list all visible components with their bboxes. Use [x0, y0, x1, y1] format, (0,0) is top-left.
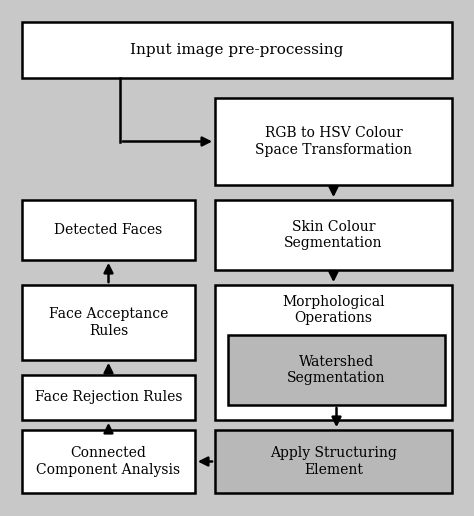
Text: Face Acceptance
Rules: Face Acceptance Rules [49, 308, 168, 337]
Bar [215, 285, 452, 420]
Bar [228, 335, 445, 405]
Bar [215, 430, 452, 493]
Bar [22, 430, 195, 493]
Text: Watershed
Segmentation: Watershed Segmentation [287, 355, 386, 385]
Bar [215, 98, 452, 185]
Text: Apply Structuring
Element: Apply Structuring Element [270, 446, 397, 477]
Bar [22, 22, 452, 78]
Text: Skin Colour
Segmentation: Skin Colour Segmentation [284, 220, 383, 250]
Text: Face Rejection Rules: Face Rejection Rules [35, 391, 182, 405]
Bar [215, 200, 452, 270]
Bar [22, 375, 195, 420]
Text: Connected
Component Analysis: Connected Component Analysis [36, 446, 181, 477]
Bar [22, 200, 195, 260]
Bar [22, 285, 195, 360]
Text: Morphological
Operations: Morphological Operations [282, 295, 385, 325]
Text: RGB to HSV Colour
Space Transformation: RGB to HSV Colour Space Transformation [255, 126, 412, 156]
Text: Detected Faces: Detected Faces [55, 223, 163, 237]
Text: Input image pre-processing: Input image pre-processing [130, 43, 344, 57]
